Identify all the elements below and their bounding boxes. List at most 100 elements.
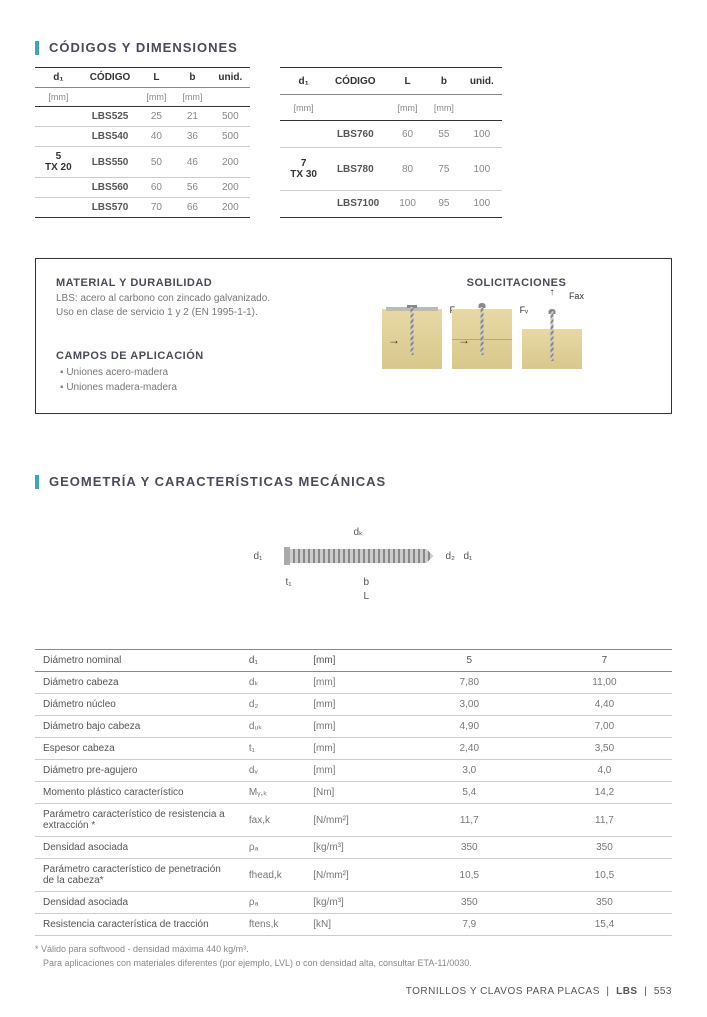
- unit-b: [mm]: [174, 88, 210, 107]
- value-cell: 200: [210, 147, 250, 178]
- value-cell: 100: [462, 121, 502, 148]
- table-row: 5 TX 20LBS5505046200: [35, 147, 250, 178]
- cell: 7,80: [402, 672, 537, 694]
- col-codigo: CÓDIGO: [82, 68, 139, 88]
- dimension-table-1: d₁ CÓDIGO L b unid. [mm] [mm] [mm] LBS52…: [35, 67, 250, 218]
- diagram-wood-wood: → Fᵥ: [452, 299, 512, 369]
- table-row: Densidad asociadaρₐ[kg/m³]350350: [35, 837, 672, 859]
- value-cell: 36: [174, 127, 210, 147]
- list-item: Uniones madera-madera: [60, 380, 352, 395]
- cell: 5,4: [402, 782, 537, 804]
- cell: 3,0: [402, 760, 537, 782]
- table-row: LBS710010095100: [280, 190, 502, 217]
- cell: 350: [402, 892, 537, 914]
- info-right: SOLICITACIONES → Fᵥ → Fᵥ ↑: [382, 277, 651, 395]
- table-row: LBS5606056200: [35, 178, 250, 198]
- cell: fhead,k: [241, 859, 305, 892]
- cell: 7,9: [402, 914, 537, 936]
- col-codigo: CÓDIGO: [327, 68, 389, 95]
- cell: [mm]: [305, 672, 402, 694]
- cell: 4,0: [537, 760, 672, 782]
- col-b: b: [174, 68, 210, 88]
- section-title-text: GEOMETRÍA Y CARACTERÍSTICAS MECÁNICAS: [49, 474, 386, 489]
- col-L: L: [389, 68, 426, 95]
- footnote-2: Para aplicaciones con materiales diferen…: [35, 958, 672, 968]
- table-row: LBS5707066200: [35, 198, 250, 218]
- footer-product: LBS: [616, 986, 638, 997]
- value-cell: 50: [138, 147, 174, 178]
- list-item: Uniones acero-madera: [60, 365, 352, 380]
- table-row: Diámetro pre-agujerodᵥ[mm]3,04,0: [35, 760, 672, 782]
- table-row: Parámetro característico de resistencia …: [35, 804, 672, 837]
- mechanical-properties-table: Diámetro nominald₁[mm]57Diámetro cabezad…: [35, 649, 672, 936]
- code-cell: LBS540: [82, 127, 139, 147]
- lbl-d1b: d₁: [464, 551, 473, 562]
- cell: [35, 107, 82, 127]
- cell: [kN]: [305, 914, 402, 936]
- cell: [mm]: [305, 760, 402, 782]
- cell: ρₐ: [241, 892, 305, 914]
- campos-heading: CAMPOS DE APLICACIÓN: [56, 350, 352, 362]
- table-row: Parámetro característico de penetración …: [35, 859, 672, 892]
- value-cell: 60: [138, 178, 174, 198]
- cell: [280, 121, 327, 148]
- table-row: Resistencia característica de tracciónft…: [35, 914, 672, 936]
- cell: 11,7: [402, 804, 537, 837]
- value-cell: 60: [389, 121, 426, 148]
- col-d1: d₁: [280, 68, 327, 95]
- cell: Parámetro característico de resistencia …: [35, 804, 241, 837]
- value-cell: 70: [138, 198, 174, 218]
- group-label: 7 TX 30: [280, 148, 327, 190]
- cell: Espesor cabeza: [35, 738, 241, 760]
- cell: 5: [402, 650, 537, 672]
- cell: dᵤₖ: [241, 716, 305, 738]
- cell: dᵥ: [241, 760, 305, 782]
- footer-category: TORNILLOS Y CLAVOS PARA PLACAS: [406, 986, 600, 997]
- value-cell: 55: [426, 121, 462, 148]
- cell: [N/mm²]: [305, 859, 402, 892]
- section-geometria-title: GEOMETRÍA Y CARACTERÍSTICAS MECÁNICAS: [35, 474, 672, 489]
- info-left: MATERIAL Y DURABILIDAD LBS: acero al car…: [56, 277, 352, 395]
- cell: 350: [537, 892, 672, 914]
- cell: Diámetro pre-agujero: [35, 760, 241, 782]
- cell: ftens,k: [241, 914, 305, 936]
- code-cell: LBS570: [82, 198, 139, 218]
- section-codigos-title: CÓDIGOS Y DIMENSIONES: [35, 40, 672, 55]
- cell: d₁: [241, 650, 305, 672]
- cell: Diámetro cabeza: [35, 672, 241, 694]
- cell: Parámetro característico de penetración …: [35, 859, 241, 892]
- material-text: LBS: acero al carbono con zincado galvan…: [56, 292, 352, 320]
- cell: 11,00: [537, 672, 672, 694]
- col-unid: unid.: [210, 68, 250, 88]
- cell: [35, 178, 82, 198]
- cell: [kg/m³]: [305, 892, 402, 914]
- value-cell: 75: [426, 148, 462, 190]
- cell: Densidad asociada: [35, 837, 241, 859]
- unit-b: [mm]: [426, 95, 462, 121]
- value-cell: 21: [174, 107, 210, 127]
- cell: 4,40: [537, 694, 672, 716]
- cell: [kg/m³]: [305, 837, 402, 859]
- unit-L: [mm]: [389, 95, 426, 121]
- fax-label: Fax: [569, 291, 584, 301]
- value-cell: 40: [138, 127, 174, 147]
- cell: Resistencia característica de tracción: [35, 914, 241, 936]
- unit-unid: [210, 88, 250, 107]
- info-box: MATERIAL Y DURABILIDAD LBS: acero al car…: [35, 258, 672, 414]
- unit-L: [mm]: [138, 88, 174, 107]
- cell: Diámetro núcleo: [35, 694, 241, 716]
- unit-d1: [mm]: [280, 95, 327, 121]
- solicitaciones-heading: SOLICITACIONES: [382, 277, 651, 289]
- code-cell: LBS780: [327, 148, 389, 190]
- code-cell: LBS760: [327, 121, 389, 148]
- value-cell: 100: [462, 190, 502, 217]
- cell: [mm]: [305, 694, 402, 716]
- code-cell: LBS7100: [327, 190, 389, 217]
- footnote-1: * Válido para softwood - densidad máxima…: [35, 944, 672, 954]
- unit-d1: [mm]: [35, 88, 82, 107]
- dimension-tables-row: d₁ CÓDIGO L b unid. [mm] [mm] [mm] LBS52…: [35, 67, 672, 218]
- value-cell: 500: [210, 107, 250, 127]
- table-row: Diámetro bajo cabezadᵤₖ[mm]4,907,00: [35, 716, 672, 738]
- value-cell: 100: [462, 148, 502, 190]
- cell: 15,4: [537, 914, 672, 936]
